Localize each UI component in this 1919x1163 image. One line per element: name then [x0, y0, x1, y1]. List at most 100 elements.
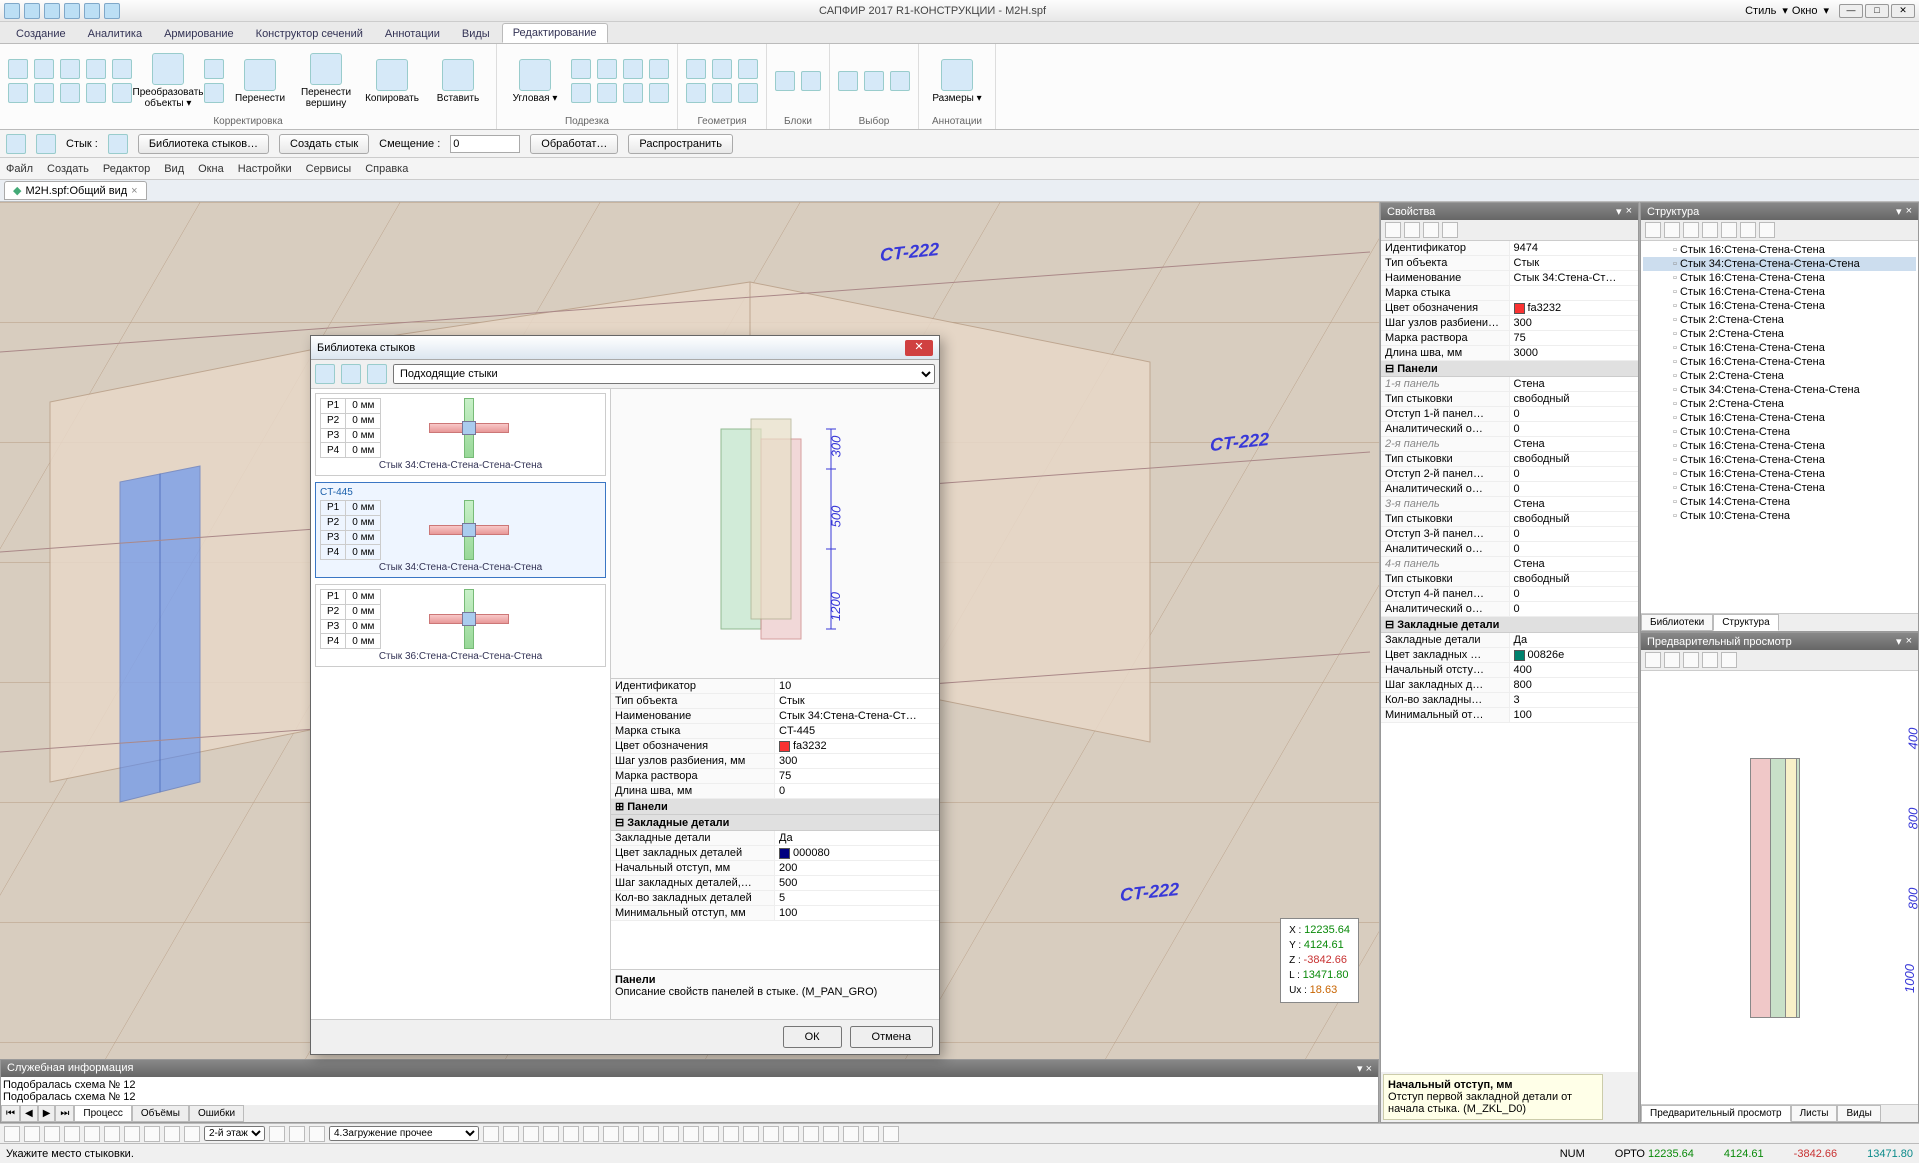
tool-icon[interactable] — [503, 1126, 519, 1142]
tool-icon[interactable] — [883, 1126, 899, 1142]
pin-icon[interactable]: ▾ — [1616, 205, 1622, 218]
load-select[interactable]: 4.Загружение прочее — [329, 1126, 479, 1141]
app-icon[interactable] — [4, 3, 20, 19]
tool-icon[interactable] — [44, 1126, 60, 1142]
tool-icon[interactable] — [315, 364, 335, 384]
close-icon[interactable]: × — [1626, 205, 1632, 218]
tool-icon[interactable] — [60, 59, 80, 79]
tool-icon[interactable] — [649, 59, 669, 79]
library-item[interactable]: P10 ммP20 ммP30 ммP40 ммСтык 34:Стена-Ст… — [315, 393, 606, 476]
tree-node[interactable]: Стык 2:Стена-Стена — [1643, 397, 1916, 411]
cancel-button[interactable]: Отмена — [850, 1026, 933, 1048]
angular-button[interactable]: Угловая ▾ — [505, 59, 565, 104]
tool-icon[interactable] — [6, 134, 26, 154]
tree-node[interactable]: Стык 16:Стена-Стена-Стена — [1643, 355, 1916, 369]
tab-libraries[interactable]: Библиотеки — [1641, 614, 1713, 631]
maximize-button[interactable]: □ — [1865, 4, 1889, 18]
tool-icon[interactable] — [112, 59, 132, 79]
tool-icon[interactable] — [108, 134, 128, 154]
library-item[interactable]: CT-445P10 ммP20 ммP30 ммP40 ммСтык 34:Ст… — [315, 482, 606, 578]
tree-node[interactable]: Стык 16:Стена-Стена-Стена — [1643, 453, 1916, 467]
tool-icon[interactable] — [571, 59, 591, 79]
close-button[interactable]: ✕ — [1891, 4, 1915, 18]
tool-icon[interactable] — [783, 1126, 799, 1142]
tool-icon[interactable] — [1721, 652, 1737, 668]
tool-icon[interactable] — [597, 83, 617, 103]
tree-node[interactable]: Стык 34:Стена-Стена-Стена-Стена — [1643, 257, 1916, 271]
tool-icon[interactable] — [64, 1126, 80, 1142]
menu-item[interactable]: Сервисы — [306, 163, 352, 175]
preview-3d[interactable]: 400 800 800 1000 — [1641, 671, 1918, 1104]
paste-button[interactable]: Вставить — [428, 59, 488, 104]
tool-icon[interactable] — [1385, 222, 1401, 238]
tool-icon[interactable] — [36, 134, 56, 154]
menu-item[interactable]: Вид — [164, 163, 184, 175]
save-icon[interactable] — [64, 3, 80, 19]
tool-icon[interactable] — [60, 83, 80, 103]
pin-icon[interactable]: ▾ — [1357, 1063, 1363, 1075]
close-tab-icon[interactable]: × — [131, 185, 137, 197]
tree-node[interactable]: Стык 16:Стена-Стена-Стена — [1643, 411, 1916, 425]
tool-icon[interactable] — [1740, 222, 1756, 238]
tool-icon[interactable] — [367, 364, 387, 384]
tool-icon[interactable] — [890, 71, 910, 91]
filter-select[interactable]: Подходящие стыки — [393, 364, 935, 384]
tool-icon[interactable] — [543, 1126, 559, 1142]
tool-icon[interactable] — [1759, 222, 1775, 238]
tool-icon[interactable] — [801, 71, 821, 91]
tool-icon[interactable] — [643, 1126, 659, 1142]
spread-button[interactable]: Распространить — [628, 134, 733, 154]
tool-icon[interactable] — [1702, 652, 1718, 668]
transform-button[interactable]: Преобразовать объекты ▾ — [138, 53, 198, 109]
tool-icon[interactable] — [712, 83, 732, 103]
tool-icon[interactable] — [743, 1126, 759, 1142]
tool-icon[interactable] — [1442, 222, 1458, 238]
tool-icon[interactable] — [289, 1126, 305, 1142]
pin-icon[interactable]: ▾ — [1896, 635, 1902, 648]
undo-icon[interactable] — [84, 3, 100, 19]
library-list[interactable]: P10 ммP20 ммP30 ммP40 ммСтык 34:Стена-Ст… — [311, 389, 611, 1019]
tool-icon[interactable] — [763, 1126, 779, 1142]
tool-icon[interactable] — [523, 1126, 539, 1142]
ribbon-tab[interactable]: Аналитика — [78, 25, 152, 43]
library-item[interactable]: P10 ммP20 ммP30 ммP40 ммСтык 36:Стена-Ст… — [315, 584, 606, 667]
property-grid[interactable]: Идентификатор9474Тип объектаСтыкНаименов… — [1381, 241, 1638, 1072]
ribbon-tab[interactable]: Виды — [452, 25, 500, 43]
tool-icon[interactable] — [104, 1126, 120, 1142]
dimensions-button[interactable]: Размеры ▾ — [927, 59, 987, 104]
tool-icon[interactable] — [738, 83, 758, 103]
ribbon-tab[interactable]: Армирование — [154, 25, 244, 43]
menu-item[interactable]: Редактор — [103, 163, 150, 175]
new-icon[interactable] — [24, 3, 40, 19]
menu-item[interactable]: Справка — [365, 163, 408, 175]
tool-icon[interactable] — [1645, 652, 1661, 668]
tree-node[interactable]: Стык 34:Стена-Стена-Стена-Стена — [1643, 383, 1916, 397]
tool-icon[interactable] — [86, 83, 106, 103]
library-button[interactable]: Библиотека стыков… — [138, 134, 269, 154]
tool-icon[interactable] — [864, 71, 884, 91]
tree-node[interactable]: Стык 2:Стена-Стена — [1643, 369, 1916, 383]
tool-icon[interactable] — [184, 1126, 200, 1142]
tool-icon[interactable] — [1683, 652, 1699, 668]
tool-icon[interactable] — [1423, 222, 1439, 238]
open-icon[interactable] — [44, 3, 60, 19]
tool-icon[interactable] — [686, 83, 706, 103]
tool-icon[interactable] — [663, 1126, 679, 1142]
tool-icon[interactable] — [1721, 222, 1737, 238]
tree-node[interactable]: Стык 16:Стена-Стена-Стена — [1643, 467, 1916, 481]
tool-icon[interactable] — [738, 59, 758, 79]
tool-icon[interactable] — [1404, 222, 1420, 238]
dialog-close-button[interactable]: ✕ — [905, 340, 933, 356]
process-button[interactable]: Обработат… — [530, 134, 618, 154]
menu-item[interactable]: Окна — [198, 163, 224, 175]
tree-node[interactable]: Стык 16:Стена-Стена-Стена — [1643, 299, 1916, 313]
tool-icon[interactable] — [4, 1126, 20, 1142]
tab-volumes[interactable]: Объёмы — [132, 1105, 189, 1122]
tab-errors[interactable]: Ошибки — [189, 1105, 244, 1122]
minimize-button[interactable]: — — [1839, 4, 1863, 18]
pin-icon[interactable]: ▾ — [1896, 205, 1902, 218]
tab-structure[interactable]: Структура — [1713, 614, 1778, 631]
tool-icon[interactable] — [84, 1126, 100, 1142]
tool-icon[interactable] — [204, 83, 224, 103]
tool-icon[interactable] — [144, 1126, 160, 1142]
